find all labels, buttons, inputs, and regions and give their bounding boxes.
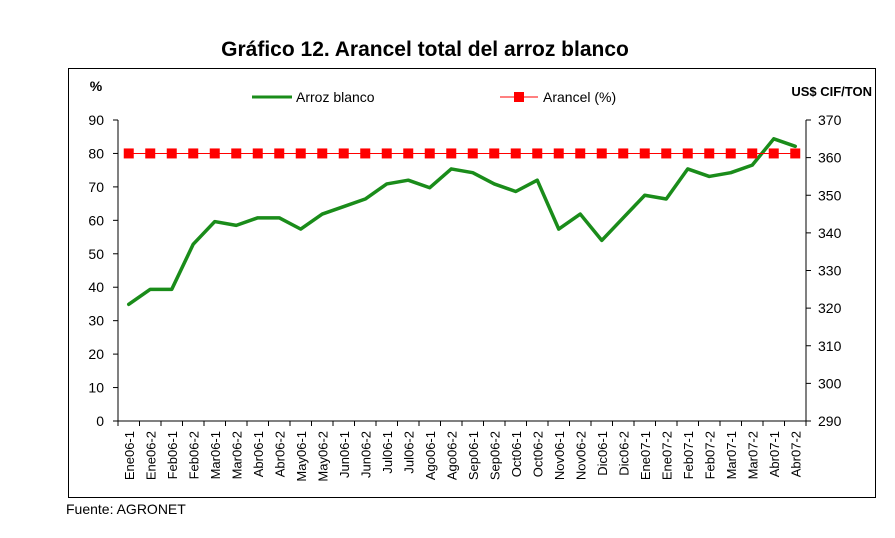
x-tick-label: Ago06-1 (423, 431, 438, 480)
x-tick-label: May06-2 (315, 431, 330, 482)
x-tick-label: Oct06-1 (509, 431, 524, 477)
x-tick-label: Nov06-1 (552, 431, 567, 480)
left-axis-label: % (90, 78, 103, 94)
right-axis-ticks: 290 300 310 320 330 340 350 360 370 (806, 112, 842, 429)
left-tick-label: 70 (88, 179, 104, 195)
x-tick-label: Ene06-1 (122, 431, 137, 480)
right-tick-label: 370 (818, 112, 842, 128)
x-tick-label: Jun06-1 (337, 431, 352, 478)
left-axis-ticks: 0 10 20 30 40 50 60 70 80 90 (88, 112, 118, 429)
x-tick-label: Mar06-2 (229, 431, 244, 479)
x-tick-label: Feb07-1 (681, 431, 696, 479)
right-axis-label: US$ CIF/TON (791, 84, 872, 99)
x-tick-label: Jun06-2 (358, 431, 373, 478)
series-line-arroz-blanco (127, 137, 797, 307)
x-tick-label: Abr06-2 (272, 431, 287, 477)
series-marker-arancel (231, 148, 242, 159)
series-marker-arancel (725, 148, 736, 159)
series-marker-arancel (403, 148, 414, 159)
x-tick-label: Ene07-1 (638, 431, 653, 480)
x-tick-label: Mar07-2 (745, 431, 760, 479)
series-marker-arancel (510, 148, 521, 159)
series-marker-arancel (553, 148, 564, 159)
series-marker-arancel (188, 148, 199, 159)
x-tick-label: Abr07-1 (767, 431, 782, 477)
x-tick-label: Abr07-2 (788, 431, 803, 477)
x-tick-label: Jul06-1 (380, 431, 395, 474)
x-tick-label: May06-1 (294, 431, 309, 482)
x-tick-label: Dic06-1 (595, 431, 610, 476)
series-marker-arancel (360, 148, 371, 159)
x-tick-label: Jul06-2 (401, 431, 416, 474)
series-marker-arancel (790, 148, 801, 159)
left-tick-label: 60 (88, 212, 104, 228)
x-axis-ticks: Ene06-1 Ene06-2 Feb06-1 Feb06-2 Mar06-1 Mar06… (117, 421, 807, 482)
series-marker-arancel (467, 148, 478, 159)
x-tick-label: Abr06-1 (251, 431, 266, 477)
right-tick-label: 300 (818, 375, 842, 391)
series-marker-arancel (209, 148, 220, 159)
right-tick-label: 310 (818, 338, 842, 354)
legend-swatch-marker-arancel (514, 92, 524, 102)
series-layer (123, 137, 801, 307)
series-marker-arancel (295, 148, 306, 159)
x-tick-label: Ago06-2 (444, 431, 459, 480)
left-tick-label: 80 (88, 145, 104, 161)
x-tick-label: Feb06-1 (165, 431, 180, 479)
right-tick-label: 350 (818, 187, 842, 203)
x-tick-label: Dic06-2 (616, 431, 631, 476)
left-tick-label: 20 (88, 346, 104, 362)
source-note: Fuente: AGRONET (66, 501, 186, 517)
right-tick-label: 340 (818, 225, 842, 241)
x-tick-label: Sep06-2 (487, 431, 502, 480)
x-tick-label: Ene07-2 (659, 431, 674, 480)
series-marker-arancel (596, 148, 607, 159)
x-tick-label: Feb06-2 (186, 431, 201, 479)
x-tick-label: Nov06-2 (573, 431, 588, 480)
series-marker-arancel (532, 148, 543, 159)
legend-label-arancel: Arancel (%) (543, 89, 616, 105)
series-marker-arancel (123, 148, 134, 159)
series-marker-arancel (252, 148, 263, 159)
chart-frame (68, 68, 876, 498)
x-tick-label: Mar07-1 (724, 431, 739, 479)
series-marker-arancel (338, 148, 349, 159)
series-marker-arancel (424, 148, 435, 159)
legend-label-arroz-blanco: Arroz blanco (296, 89, 375, 105)
left-tick-label: 40 (88, 279, 104, 295)
right-tick-label: 330 (818, 263, 842, 279)
series-marker-arancel (682, 148, 693, 159)
series-marker-arancel (575, 148, 586, 159)
x-tick-label: Ene06-2 (143, 431, 158, 480)
series-marker-arancel (747, 148, 758, 159)
left-tick-label: 10 (88, 380, 104, 396)
x-tick-label: Feb07-2 (702, 431, 717, 479)
right-tick-label: 290 (818, 413, 842, 429)
series-marker-arancel (768, 148, 779, 159)
series-marker-arancel (639, 148, 650, 159)
series-marker-arancel (166, 148, 177, 159)
right-tick-label: 320 (818, 300, 842, 316)
x-tick-label: Sep06-1 (466, 431, 481, 480)
axes (117, 120, 807, 422)
left-tick-label: 30 (88, 313, 104, 329)
series-marker-arancel (661, 148, 672, 159)
left-tick-label: 90 (88, 112, 104, 128)
left-tick-label: 50 (88, 246, 104, 262)
series-marker-arancel (317, 148, 328, 159)
legend: Arroz blanco Arancel (%) (252, 89, 616, 105)
chart-title: Gráfico 12. Arancel total del arroz blan… (221, 38, 629, 61)
series-marker-arancel (274, 148, 285, 159)
x-tick-label: Mar06-1 (208, 431, 223, 479)
series-marker-arancel (704, 148, 715, 159)
series-marker-arancel (446, 148, 457, 159)
series-marker-arancel (618, 148, 629, 159)
left-tick-label: 0 (96, 413, 104, 429)
series-marker-arancel (489, 148, 500, 159)
right-tick-label: 360 (818, 150, 842, 166)
series-marker-arancel (145, 148, 156, 159)
x-tick-label: Oct06-2 (530, 431, 545, 477)
series-marker-arancel (381, 148, 392, 159)
